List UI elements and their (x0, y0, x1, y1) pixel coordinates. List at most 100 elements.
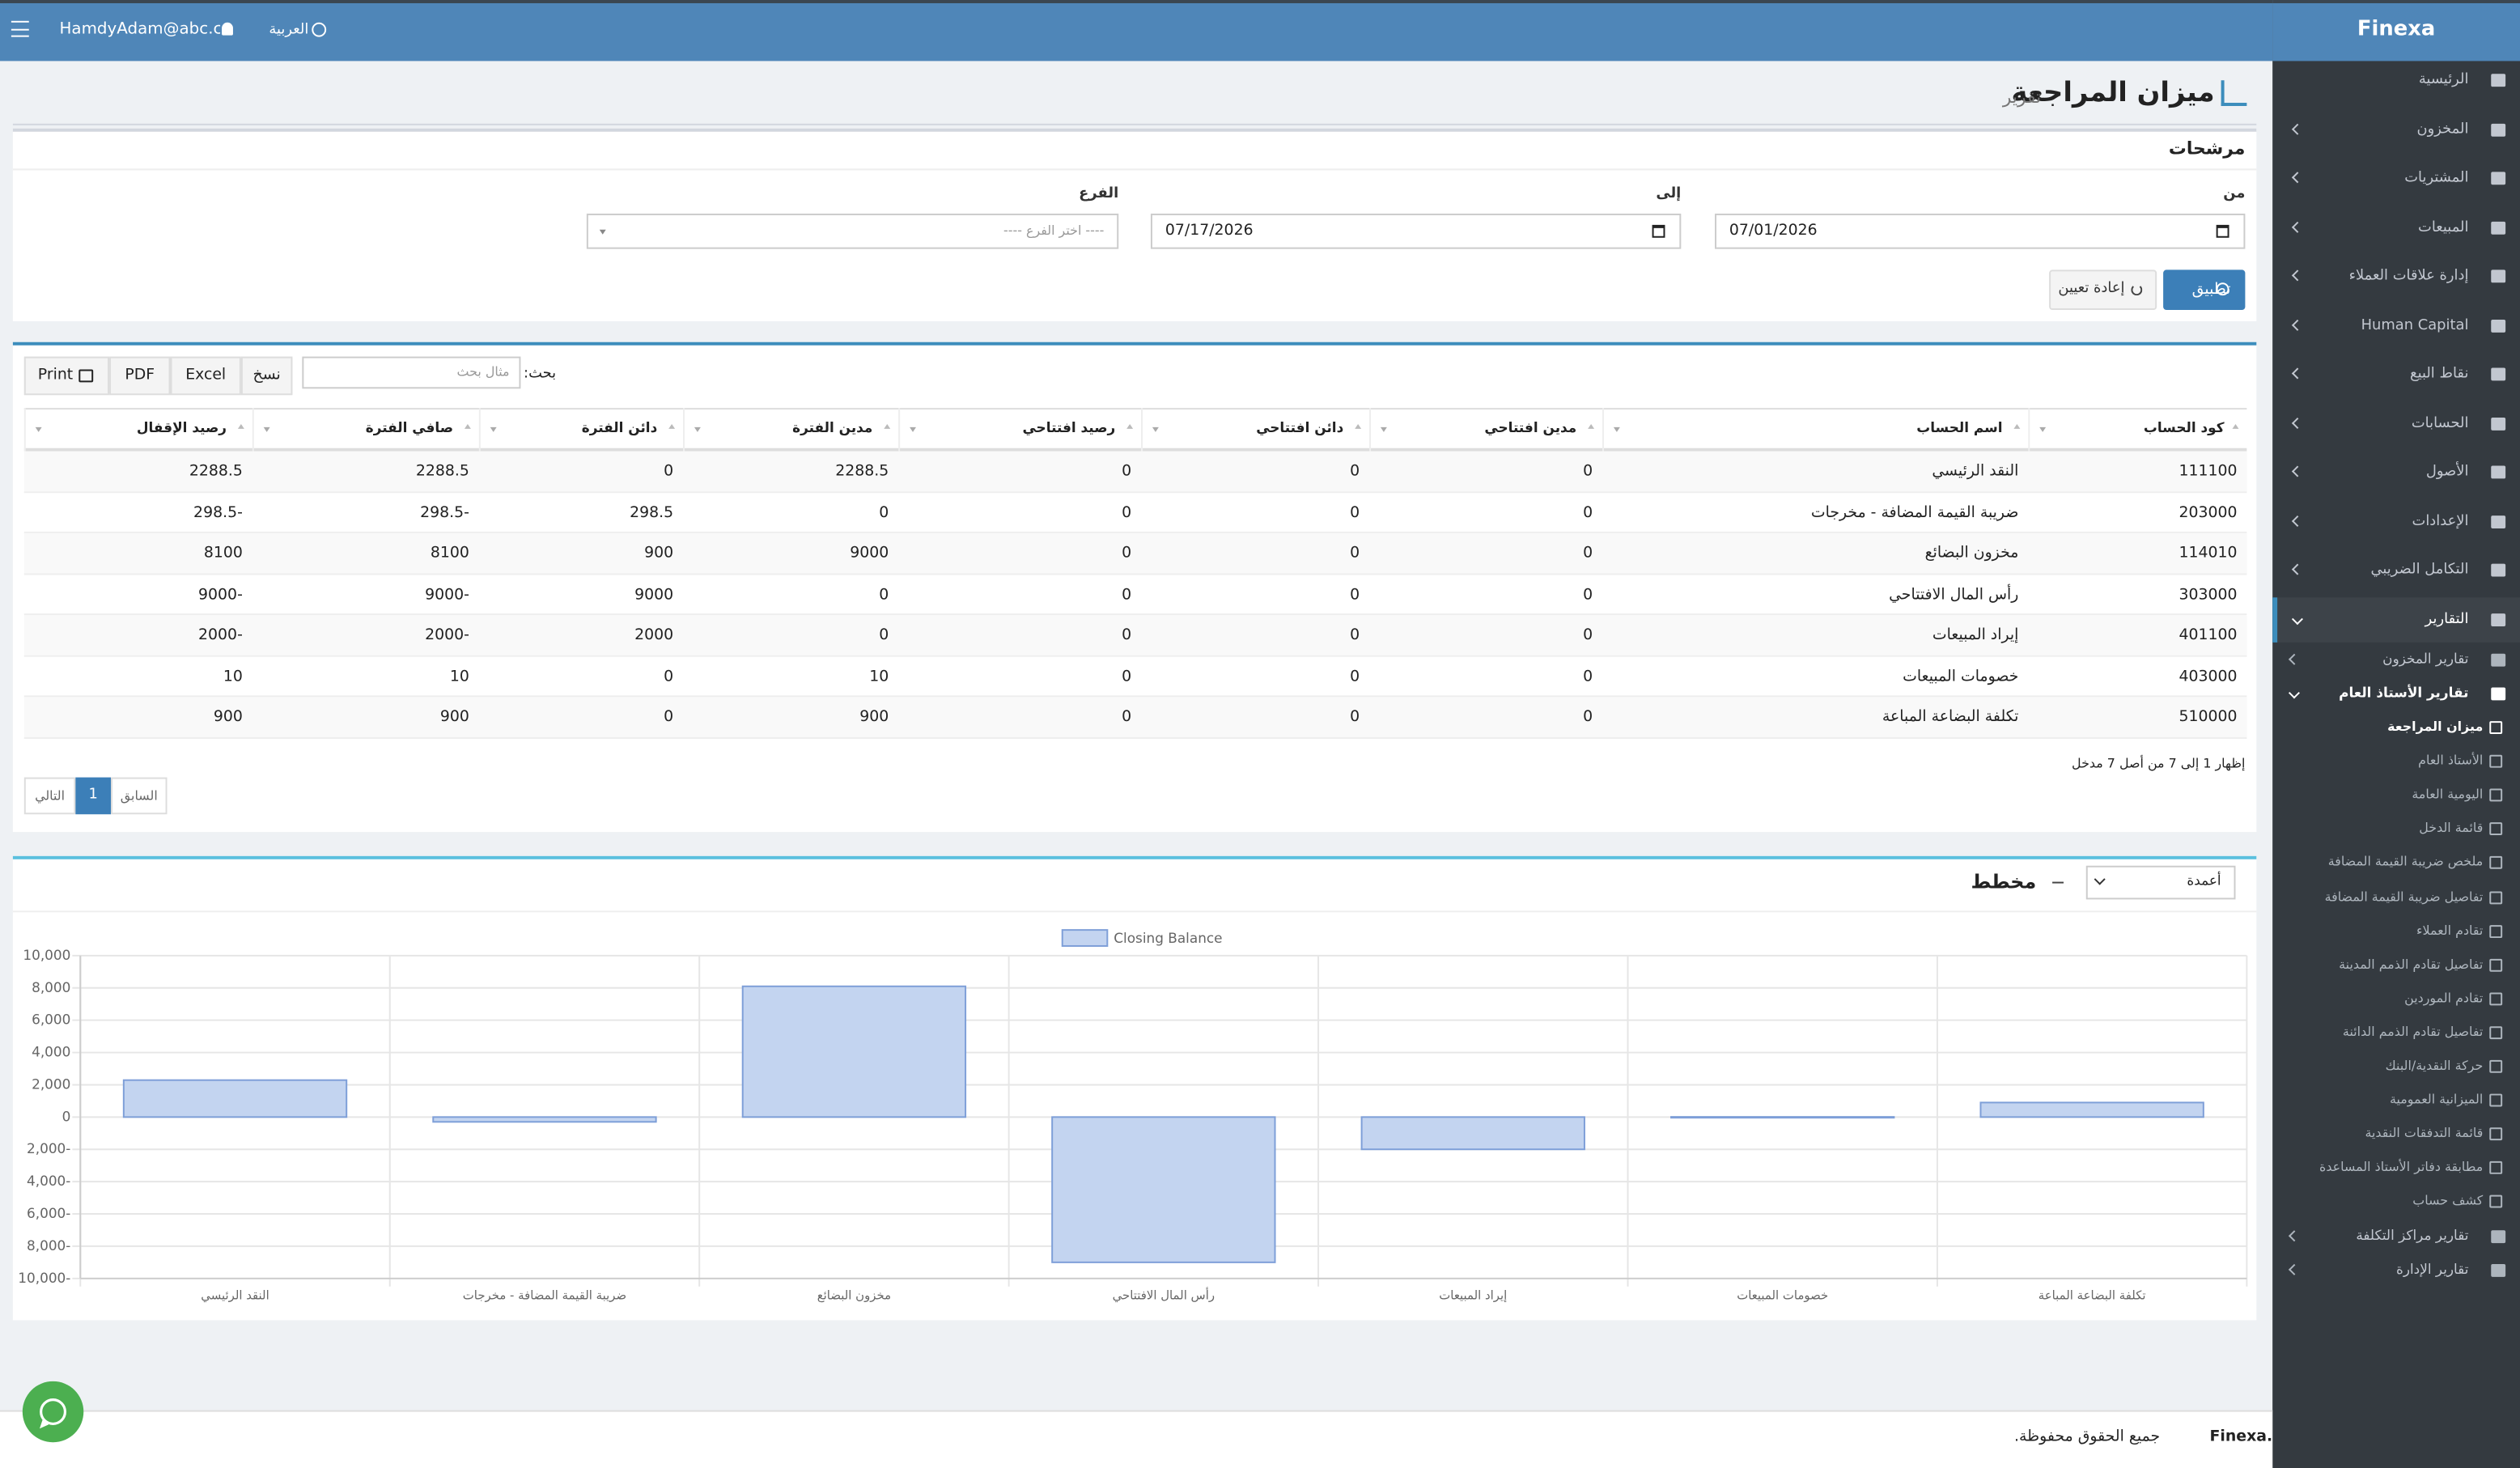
column-header[interactable]: رصيد الإقفال (23, 408, 252, 452)
table-cell: 0 (1350, 626, 1360, 644)
report-link[interactable]: حركة النقدية/البنك (2385, 1058, 2484, 1073)
table-cell: 0 (1122, 708, 1132, 727)
table-cell: 0 (1583, 462, 1593, 481)
user-menu[interactable]: HamdyAdam@abc.co (59, 20, 221, 39)
table-cell: النقد الرئيسي (1932, 462, 2019, 481)
report-group[interactable]: تقارير المخزون (2382, 651, 2469, 668)
page-button[interactable]: 1 (75, 777, 112, 815)
search-input[interactable]: مثال بحث (302, 356, 521, 389)
sidebar-item[interactable]: Human Capital (2361, 316, 2469, 333)
filter-arrow (490, 426, 497, 435)
table-cell: 0 (664, 667, 674, 685)
table-cell: 0 (1350, 708, 1360, 727)
table-cell: 111100 (2178, 462, 2238, 481)
topbar (0, 0, 2273, 62)
column-header[interactable]: صافي الفترة (252, 408, 479, 452)
report-link[interactable]: ميزان المراجعة (2387, 719, 2484, 734)
report-link[interactable]: تفاصيل تقادم الذمم المدينة (2339, 957, 2484, 972)
table-cell: 0 (879, 626, 889, 644)
report-link[interactable]: قائمة الدخل (2419, 821, 2484, 836)
table-cell: 0 (1122, 585, 1132, 604)
page-subtitle: تقرير (2002, 87, 2042, 108)
export-button[interactable]: Print (23, 356, 110, 396)
brand[interactable]: Finexa (2357, 17, 2436, 42)
report-group[interactable]: تقارير الإدارة (2395, 1262, 2469, 1279)
report-link[interactable]: الأستاذ العام (2418, 753, 2484, 768)
table-cell: خصومات المبيعات (1903, 667, 2019, 685)
export-button[interactable]: Excel (170, 356, 241, 396)
sidebar-icon (2491, 269, 2506, 283)
field-label: الفرع (1079, 186, 1119, 203)
column-header[interactable]: كود الحساب (2028, 408, 2246, 452)
export-button[interactable]: نسخ (240, 356, 293, 396)
globe-icon (312, 22, 327, 37)
table-cell: 900 (213, 708, 243, 727)
reset-button[interactable]: إعادة تعيين (2049, 269, 2157, 311)
table-cell: 0 (1583, 585, 1593, 604)
prev-button[interactable]: السابق (111, 777, 168, 815)
menu-toggle[interactable] (11, 20, 29, 37)
sort-icon (668, 421, 676, 429)
report-link[interactable]: تفاصيل ضريبة القيمة المضافة (2324, 889, 2484, 904)
language-menu[interactable]: العربية (269, 22, 309, 39)
filter-arrow (2039, 426, 2047, 435)
table-cell: 114010 (2178, 544, 2238, 562)
sidebar-item[interactable]: نقاط البيع (2410, 366, 2469, 383)
report-link[interactable]: اليومية العامة (2412, 787, 2484, 802)
sidebar-icon (2491, 417, 2506, 430)
export-button[interactable]: PDF (109, 356, 171, 396)
report-link[interactable]: تقادم العملاء (2416, 923, 2484, 938)
sidebar-item[interactable]: الرئيسية (2418, 72, 2469, 89)
sidebar-item[interactable]: التكامل الضريبي (2370, 562, 2469, 579)
date-input[interactable]: 07/17/2026 (1150, 213, 1682, 249)
report-link[interactable]: ملخص ضريبة القيمة المضافة (2327, 855, 2484, 870)
date-input[interactable]: 07/01/2026 (1715, 213, 2246, 249)
sidebar-item[interactable]: المبيعات (2418, 219, 2469, 235)
sidebar-item[interactable]: الإعدادات (2412, 513, 2469, 529)
report-link[interactable]: الميزانية العمومية (2389, 1092, 2484, 1107)
table-cell: 510000 (2178, 708, 2238, 727)
page-title: ميزان المراجعة (2011, 77, 2215, 109)
column-header[interactable]: مدين افتتاحي (1369, 408, 1602, 452)
sidebar-item[interactable]: المشتريات (2404, 170, 2469, 187)
sidebar-item[interactable]: الأصول (2425, 464, 2469, 481)
sidebar-item[interactable]: التقارير (2425, 611, 2469, 628)
report-link[interactable]: كشف حساب (2412, 1194, 2484, 1209)
column-header[interactable]: اسم الحساب (1602, 408, 2028, 452)
filter-arrow (1613, 426, 1620, 435)
table-cell: 0 (1583, 544, 1593, 562)
table-cell: 403000 (2178, 667, 2238, 685)
column-header[interactable]: مدين الفترة (683, 408, 898, 452)
column-header[interactable]: دائن افتتاحي (1141, 408, 1369, 452)
table-cell: 0 (1350, 585, 1360, 604)
report-link[interactable]: قائمة التدفقات النقدية (2365, 1126, 2484, 1141)
sidebar-item[interactable]: إدارة علاقات العملاء (2348, 268, 2469, 285)
report-link[interactable]: تقادم الموردين (2404, 991, 2484, 1006)
sidebar-item[interactable]: الحسابات (2411, 415, 2469, 431)
chart-type-select[interactable]: أعمدة (2085, 865, 2236, 900)
table-cell: 10 (869, 667, 889, 685)
collapse-button[interactable] (2052, 881, 2064, 884)
column-header[interactable]: دائن الفترة (478, 408, 683, 452)
report-group[interactable]: تقارير مراكز التكلفة (2356, 1228, 2469, 1245)
footer-text: جميع الحقوق محفوظة. (2014, 1428, 2161, 1446)
filter-arrow (694, 426, 701, 435)
table-cell: 10 (449, 667, 469, 685)
sidebar-item[interactable]: المخزون (2416, 121, 2469, 138)
branch-select[interactable]: ---- اختر الفرع ---- (586, 213, 1119, 249)
report-link[interactable]: تفاصيل تقادم الذمم الدائنة (2342, 1025, 2484, 1039)
sidebar-icon (2491, 74, 2506, 87)
column-header[interactable]: رصيد افتتاحي (898, 408, 1141, 452)
table-cell: 0 (1350, 667, 1360, 685)
brand-bar (2272, 0, 2520, 62)
report-group[interactable]: تقارير الأستاذ العام (2339, 685, 2469, 702)
report-icon (2489, 992, 2503, 1006)
report-link[interactable]: مطابقة دفاتر الأستاذ المساعدة (2319, 1160, 2484, 1175)
sidebar (2272, 0, 2520, 1468)
apply-button[interactable]: تطبيق (2163, 269, 2246, 311)
search-icon (2216, 282, 2229, 296)
table-cell: 298.5 (630, 503, 674, 522)
next-button[interactable]: التالي (23, 777, 76, 815)
table-cell: 298.5- (420, 503, 469, 522)
table-cell: 10 (223, 667, 243, 685)
